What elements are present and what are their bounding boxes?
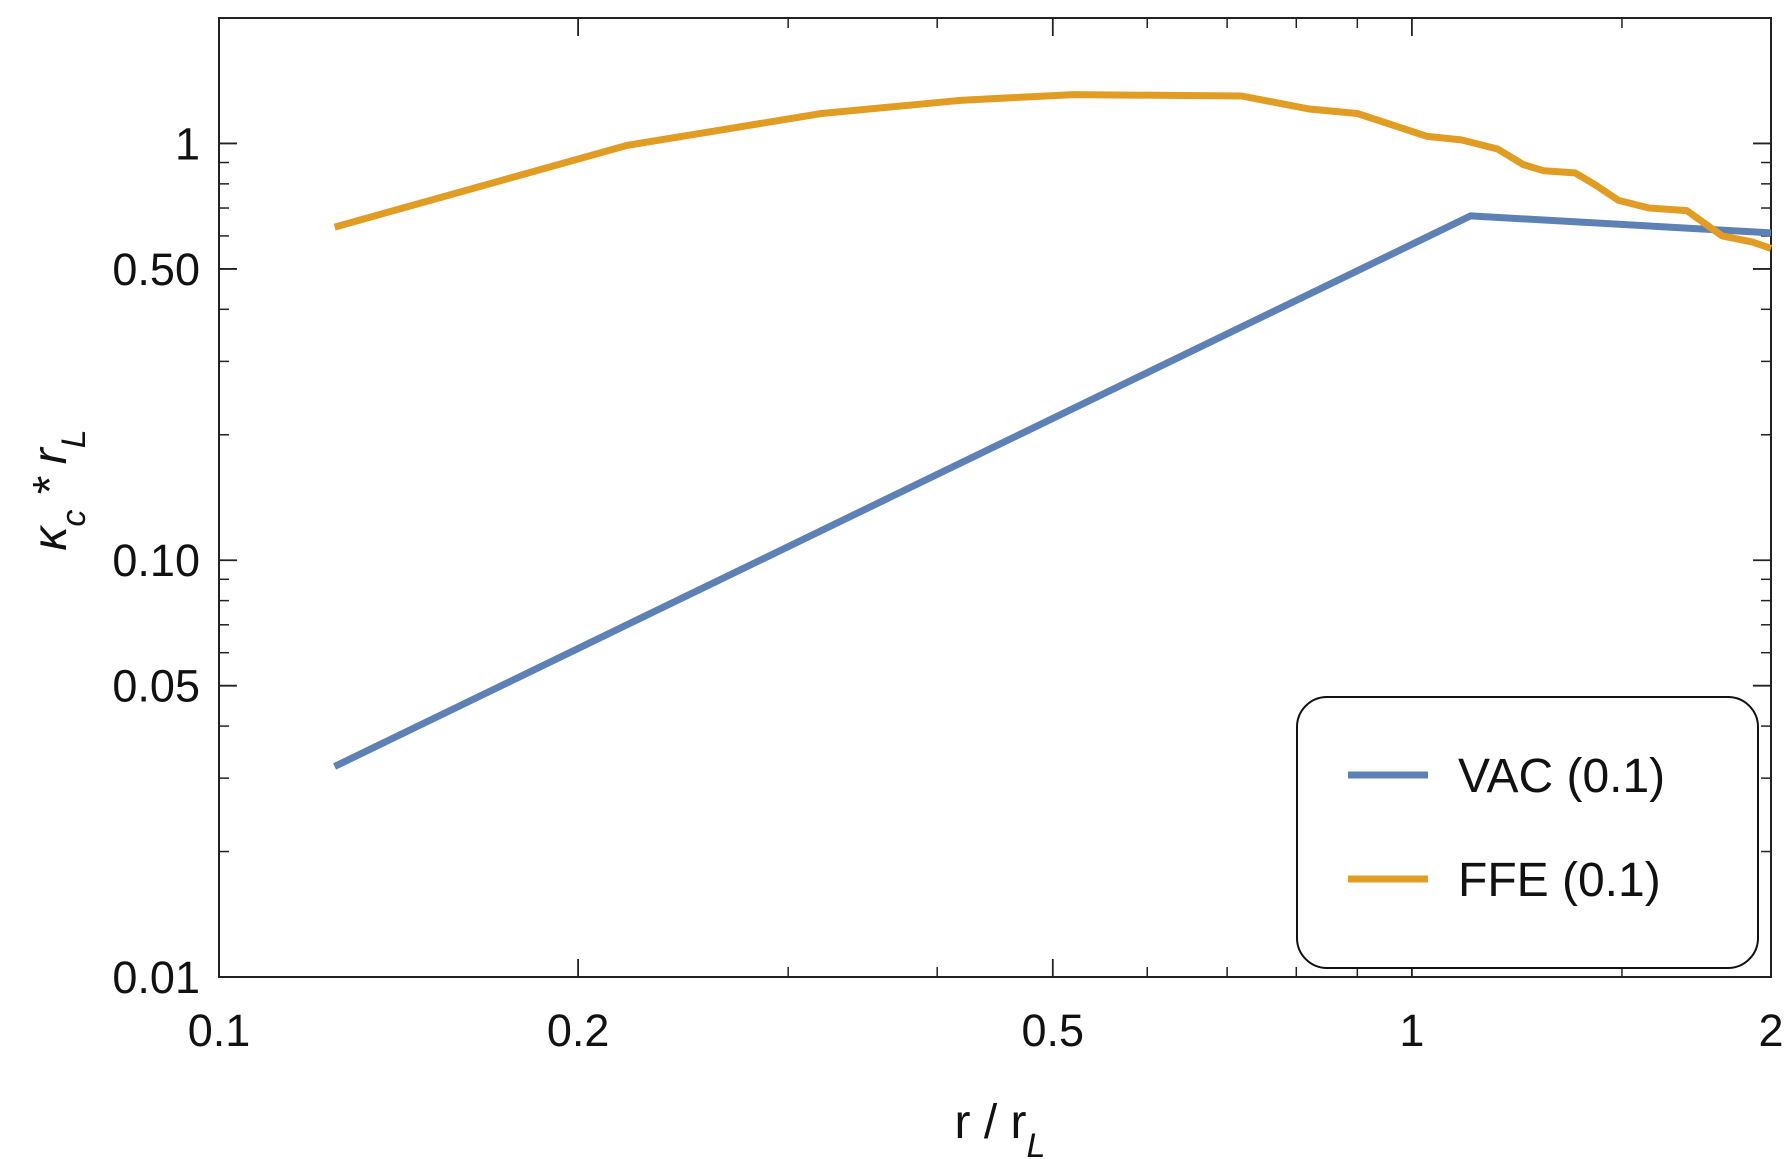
major-ticks xyxy=(218,18,1772,978)
tick-labels: 0.1 0.2 0.5 1 2 0.01 0.05 0.10 0.50 1 xyxy=(112,118,1783,1056)
series-line-ffe xyxy=(333,91,1773,252)
y-tick-label: 0.01 xyxy=(112,952,200,1003)
plot-area-border xyxy=(218,17,1772,978)
plot-frame xyxy=(218,17,1772,978)
series-line-vac xyxy=(333,212,1772,770)
x-tick-label: 0.5 xyxy=(1022,1005,1085,1056)
legend: VAC (0.1) FFE (0.1) xyxy=(1296,696,1759,969)
y-tick-label: 0.10 xyxy=(112,535,200,586)
x-tick-label: 0.1 xyxy=(188,1005,251,1056)
x-axis-title: r / rL xyxy=(955,1096,1046,1159)
y-axis-title: κc * rL xyxy=(24,429,93,550)
legend-label-vac: VAC (0.1) xyxy=(1458,750,1665,803)
minor-ticks xyxy=(219,17,1771,977)
legend-box xyxy=(1296,696,1759,969)
x-tick-label: 2 xyxy=(1758,1005,1783,1056)
y-tick-label: 0.50 xyxy=(112,244,200,295)
series-lines xyxy=(333,91,1773,770)
x-tick-label: 1 xyxy=(1399,1005,1424,1056)
legend-label-ffe: FFE (0.1) xyxy=(1458,854,1661,907)
x-tick-label: 0.2 xyxy=(547,1005,610,1056)
y-tick-label: 0.05 xyxy=(112,661,200,712)
y-tick-label: 1 xyxy=(175,118,200,169)
